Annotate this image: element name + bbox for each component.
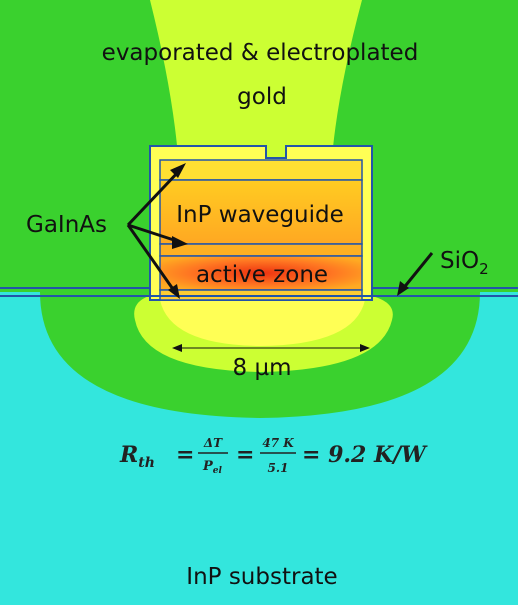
eq-part: th <box>138 455 155 471</box>
eq-part: = <box>236 442 254 468</box>
label: 8 µm <box>233 355 292 381</box>
eq-part: ΔT <box>203 436 223 450</box>
diagram: evaporated & electroplated gold GaInAs I… <box>0 0 518 605</box>
eq-part: el <box>213 466 223 476</box>
label: GaInAs <box>26 212 107 238</box>
eq-part: 47 K <box>262 436 294 450</box>
label: InP waveguide <box>176 202 344 228</box>
label: gold <box>237 84 287 110</box>
label: active zone <box>196 262 328 288</box>
label: SiO <box>440 248 479 274</box>
eq-part: R <box>119 442 138 468</box>
eq-part: = <box>176 442 194 468</box>
label: InP substrate <box>186 564 337 590</box>
gainas-top <box>160 160 362 180</box>
label: evaporated & electroplated <box>102 40 419 66</box>
eq-part: = 9.2 K/W <box>302 442 428 468</box>
gainas-mid <box>160 244 362 256</box>
eq-part: 5.1 <box>268 461 289 475</box>
label: 2 <box>479 260 489 278</box>
